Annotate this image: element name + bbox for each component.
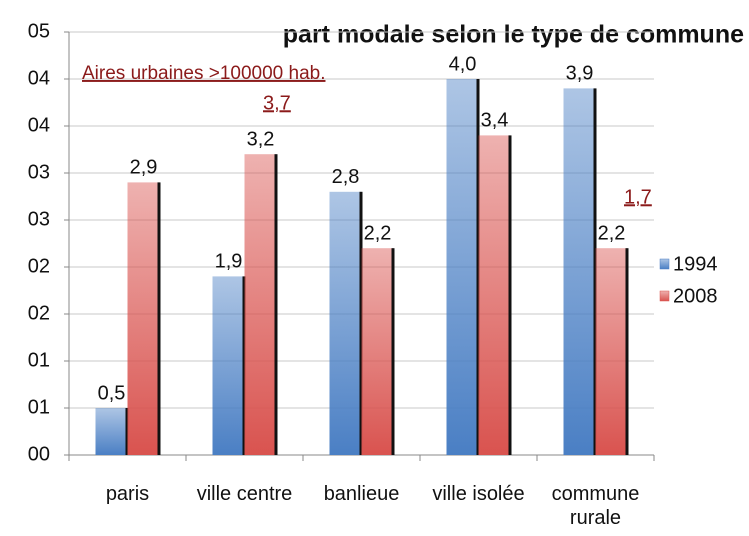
bar-shadow xyxy=(476,79,480,455)
bar xyxy=(127,182,160,455)
bar xyxy=(478,135,511,455)
chart-title: part modale selon le type de commune xyxy=(283,21,744,49)
bar-shadow xyxy=(157,182,161,455)
bar xyxy=(446,79,479,455)
annotation: 1,7 xyxy=(624,186,652,208)
bar xyxy=(244,154,277,455)
y-tick-label: 04 xyxy=(28,114,50,136)
value-label: 2,2 xyxy=(598,222,626,244)
value-label: 0,5 xyxy=(98,382,126,404)
value-label: 3,2 xyxy=(247,128,275,150)
y-tick-label: 03 xyxy=(28,161,50,183)
x-tick-label: banlieue xyxy=(323,483,400,505)
annotation: 3,7 xyxy=(263,92,291,114)
bar xyxy=(563,88,596,456)
bar-shadow xyxy=(391,248,395,455)
x-tick-label: commune rurale xyxy=(551,483,640,529)
y-tick-label: 05 xyxy=(28,20,50,42)
value-label: 2,8 xyxy=(332,166,360,188)
bar-shadow xyxy=(625,248,629,455)
value-label: 2,2 xyxy=(364,222,392,244)
y-tick-label: 01 xyxy=(28,396,50,418)
legend-label: 2008 xyxy=(673,285,718,307)
bar xyxy=(361,248,394,455)
value-label: 2,9 xyxy=(130,157,158,179)
bar-shadow xyxy=(508,135,512,455)
x-tick-label: paris xyxy=(105,483,150,505)
legend-swatch xyxy=(659,258,670,270)
annotation: Aires urbaines >100000 hab. xyxy=(82,63,325,84)
legend-swatch xyxy=(659,290,670,302)
bar-shadow xyxy=(359,191,363,456)
bar-shadow xyxy=(242,276,246,455)
bar-shadow xyxy=(593,88,597,456)
value-label: 3,9 xyxy=(566,63,594,85)
x-tick-label: ville isolée xyxy=(432,483,525,505)
y-tick-label: 01 xyxy=(28,349,50,371)
y-tick-label: 02 xyxy=(28,302,50,324)
value-label: 1,9 xyxy=(215,251,243,273)
bar-shadow xyxy=(125,408,129,455)
y-tick-label: 02 xyxy=(28,255,50,277)
bar-shadow xyxy=(274,154,278,455)
y-tick-label: 04 xyxy=(28,67,50,89)
y-tick-label: 03 xyxy=(28,208,50,230)
x-tick-label: ville centre xyxy=(196,483,293,505)
bar xyxy=(595,248,628,455)
value-label: 4,0 xyxy=(449,53,477,75)
legend-label: 1994 xyxy=(673,253,718,275)
y-tick-label: 00 xyxy=(28,443,50,465)
bar xyxy=(329,191,362,456)
bar xyxy=(212,276,245,455)
bar xyxy=(95,408,128,455)
value-label: 3,4 xyxy=(481,110,509,132)
